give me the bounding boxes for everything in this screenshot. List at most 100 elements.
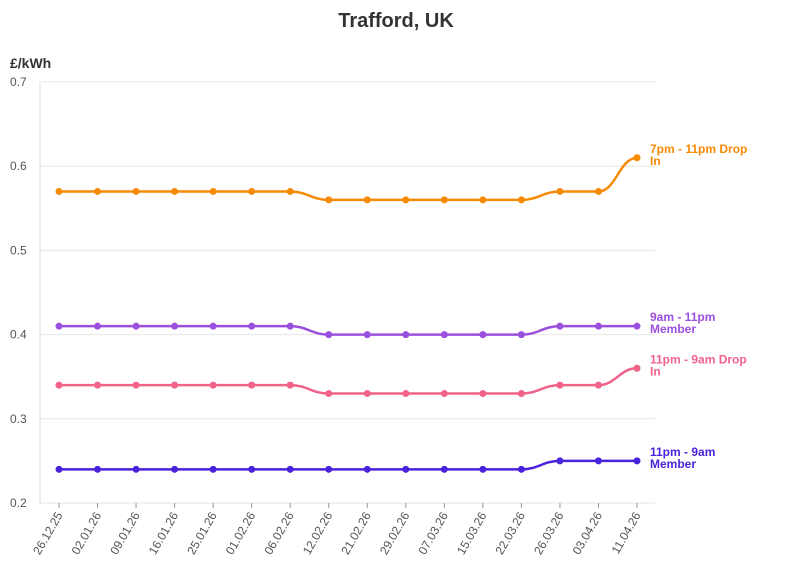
data-point: [633, 322, 641, 330]
x-tick-label: 26.03.26: [531, 509, 567, 557]
data-point: [209, 381, 217, 389]
x-tick-label: 16.01.26: [146, 509, 182, 557]
data-point: [209, 465, 217, 473]
data-point: [171, 381, 179, 389]
x-tick-label: 21.02.26: [338, 509, 374, 557]
data-point: [171, 465, 179, 473]
data-point: [248, 465, 256, 473]
data-point: [594, 457, 602, 465]
data-point: [363, 390, 371, 398]
series-label: In: [650, 364, 661, 378]
data-point: [633, 154, 641, 162]
y-tick-label: 0.2: [10, 496, 27, 510]
data-point: [325, 390, 333, 398]
series-label: In: [650, 154, 661, 168]
data-point: [402, 331, 410, 339]
x-tick-label: 06.02.26: [261, 509, 297, 557]
data-point: [517, 196, 525, 204]
data-point: [132, 465, 140, 473]
x-tick-label: 26.12.25: [30, 509, 66, 557]
series-label: Member: [650, 322, 696, 336]
data-point: [363, 196, 371, 204]
data-point: [594, 187, 602, 195]
y-axis-unit-label: £/kWh: [10, 55, 52, 71]
y-tick-label: 0.5: [10, 243, 27, 257]
series-line: [59, 324, 637, 336]
data-point: [94, 381, 102, 389]
chart-title: Trafford, UK: [338, 10, 454, 32]
data-point: [556, 381, 564, 389]
series-line: [59, 459, 637, 471]
data-point: [55, 465, 63, 473]
series-label: 7pm - 11pm Drop: [650, 142, 747, 156]
data-point: [132, 322, 140, 330]
data-point: [209, 322, 217, 330]
data-point: [94, 322, 102, 330]
data-point: [286, 187, 294, 195]
data-point: [132, 381, 140, 389]
x-tick-label: 03.04.26: [570, 509, 606, 557]
data-point: [55, 381, 63, 389]
data-point: [286, 465, 294, 473]
axes: 0.2 0.3 0.4 0.5 0.6 0.7 26.12.25 02.01.26 09.01.…: [10, 75, 644, 557]
grid-lines: [40, 81, 655, 504]
y-tick-label: 0.3: [10, 412, 27, 426]
data-point: [440, 390, 448, 398]
y-tick-label: 0.7: [10, 75, 27, 89]
x-tick-label: 25.01.26: [184, 509, 220, 557]
data-point: [55, 187, 63, 195]
series-label: 11pm - 9am Drop: [650, 352, 747, 366]
data-point: [248, 381, 256, 389]
series-line: [59, 156, 638, 202]
series-label: 11pm - 9am: [650, 445, 715, 459]
data-point: [94, 187, 102, 195]
data-point: [171, 322, 179, 330]
data-point: [363, 331, 371, 339]
data-point: [402, 390, 410, 398]
series-label: 9am - 11pm: [650, 310, 715, 324]
data-point: [633, 457, 641, 465]
data-point: [402, 465, 410, 473]
data-point: [94, 465, 102, 473]
data-point: [248, 187, 256, 195]
series-group: [55, 154, 641, 473]
x-tick-label: 07.03.26: [415, 509, 451, 557]
x-tick-label: 09.01.26: [107, 509, 143, 557]
data-point: [286, 381, 294, 389]
data-point: [517, 465, 525, 473]
data-point: [325, 465, 333, 473]
data-point: [556, 322, 564, 330]
series-3: [55, 364, 641, 398]
data-point: [594, 322, 602, 330]
data-point: [440, 331, 448, 339]
x-tick-label: 12.02.26: [300, 509, 336, 557]
data-point: [55, 322, 63, 330]
y-tick-label: 0.4: [10, 328, 27, 342]
x-tick-label: 11.04.26: [609, 509, 644, 556]
x-tick-label: 22.03.26: [493, 509, 529, 557]
series-1: [55, 154, 641, 204]
data-point: [363, 465, 371, 473]
series-2: [55, 322, 641, 339]
series-line: [59, 367, 638, 395]
data-point: [633, 364, 641, 372]
data-point: [517, 331, 525, 339]
data-point: [132, 187, 140, 195]
data-point: [286, 322, 294, 330]
data-point: [517, 390, 525, 398]
x-tick-label: 15.03.26: [454, 509, 490, 557]
data-point: [479, 465, 487, 473]
x-tick-label: 29.02.26: [377, 509, 413, 557]
x-tick-label: 01.02.26: [223, 509, 259, 557]
series-label: Member: [650, 457, 696, 471]
data-point: [325, 331, 333, 339]
y-tick-label: 0.6: [10, 159, 27, 173]
data-point: [594, 381, 602, 389]
data-point: [209, 187, 217, 195]
data-point: [479, 196, 487, 204]
series-4: [55, 457, 641, 473]
data-point: [479, 331, 487, 339]
data-point: [325, 196, 333, 204]
